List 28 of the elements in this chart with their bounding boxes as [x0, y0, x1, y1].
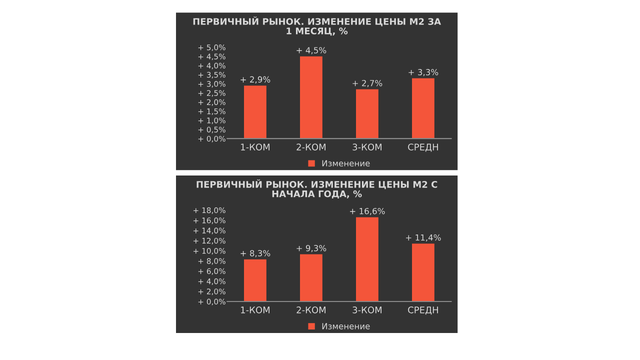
data-label: + 3,3% [408, 69, 438, 76]
x-tick-label: 1-КОМ [241, 144, 270, 150]
data-label: + 2,9% [240, 76, 270, 84]
bar [244, 259, 266, 302]
x-tick-label: СРЕДН [408, 144, 438, 152]
x-tick-label: СРЕДН [408, 306, 438, 315]
chart-title: ПЕРВИЧНЫЙ РЫНОК. ИЗМЕНЕНИЕ ЦЕНЫ М2 ЗА 1 МЕСЯЦ, % [193, 16, 442, 36]
data-label: + 8,3% [240, 250, 270, 258]
legend-label: Изменение [322, 160, 370, 166]
data-label: + 2,7% [352, 80, 382, 88]
bar [356, 217, 378, 302]
x-tick-label: 3-КОМ [352, 306, 382, 314]
x-tick-label: 3-КОМ [352, 144, 382, 150]
bar [412, 78, 434, 139]
x-tick-label: 1-КОМ [241, 306, 270, 314]
bar [300, 56, 322, 139]
bar [356, 89, 378, 139]
chart-title: ПЕРВИЧНЫЙ РЫНОК. ИЗМЕНЕНИЕ ЦЕНЫ М2 С НАЧАЛА ГОДА, % [196, 179, 438, 199]
data-label: + 4,5% [296, 47, 326, 54]
data-label: + 16,6% [350, 208, 385, 216]
legend-label: Изменение [322, 323, 370, 330]
data-label: + 9,3% [296, 244, 326, 252]
bar [244, 86, 266, 139]
bar [300, 254, 322, 302]
x-tick-label: 2-КОМ [296, 144, 326, 150]
data-label: + 11,4% [406, 234, 441, 242]
x-tick-label: 2-КОМ [296, 306, 326, 314]
bar [412, 244, 434, 302]
